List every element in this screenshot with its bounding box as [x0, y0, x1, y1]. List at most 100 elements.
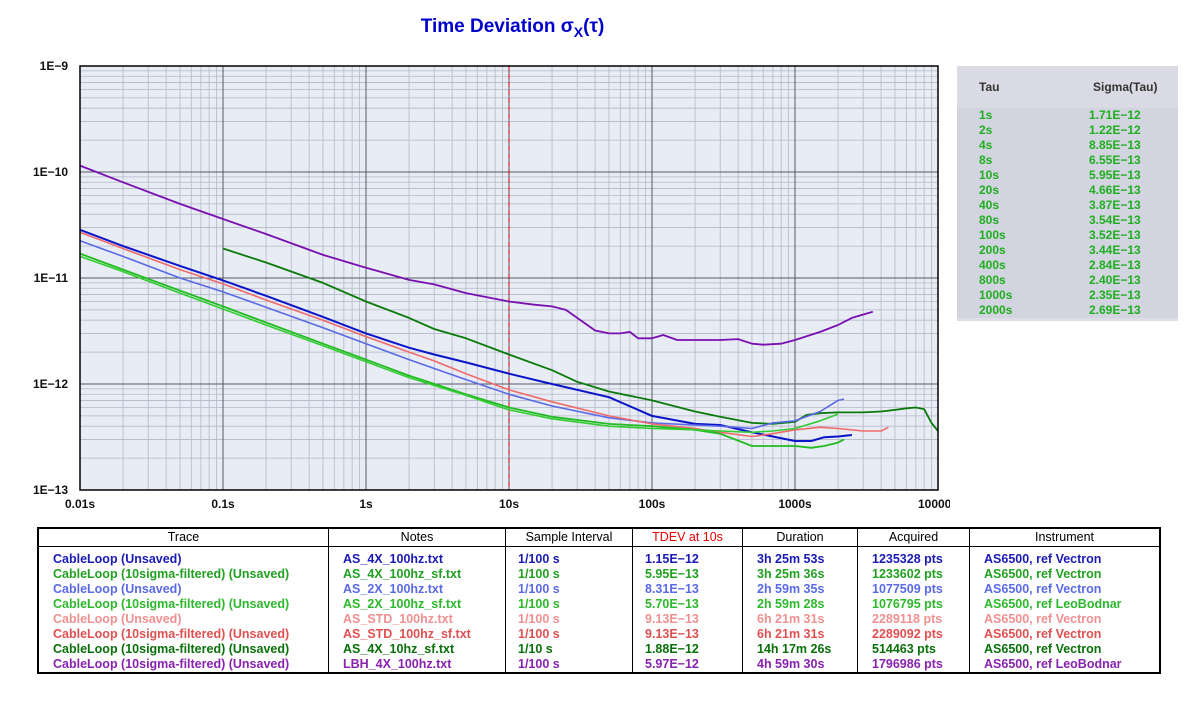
table-cell: 6h 21m 31s [757, 612, 825, 626]
sigma-value: 2.69E−13 [1089, 303, 1141, 317]
column-header[interactable]: Acquired [858, 529, 969, 547]
tau-value: 10s [979, 168, 1000, 182]
table-cell: AS6500, ref Vectron [984, 627, 1102, 641]
series-line-7 [79, 255, 839, 434]
table-column: TDEV at 10s 1.15E−12 5.95E−13 8.31E−13 5.70E… [633, 529, 743, 672]
table-cell: AS_4X_10hz_sf.txt [343, 642, 455, 656]
table-cell: 6h 21m 31s [757, 627, 825, 641]
tau-row: 200s 3.44E−13 [957, 243, 1178, 258]
table-cell: 514463 pts [872, 642, 936, 656]
y-tick-label: 1E−11 [34, 271, 69, 285]
table-cell[interactable]: CableLoop (Unsaved) [53, 552, 182, 566]
table-cell: 5.97E−12 [645, 657, 699, 671]
x-tick-label: 100s [639, 497, 666, 511]
column-header[interactable]: Duration [743, 529, 857, 547]
table-cell: AS_4X_100hz_sf.txt [343, 567, 462, 581]
table-column: Notes AS_4X_100hz.txt AS_4X_100hz_sf.txt AS… [329, 529, 506, 672]
tau-value: 100s [979, 228, 1006, 242]
table-cell: 1.88E−12 [645, 642, 699, 656]
table-cell: 4h 59m 30s [757, 657, 825, 671]
table-cell: 1/10 s [518, 642, 553, 656]
sigma-value: 1.22E−12 [1089, 123, 1141, 137]
table-cell[interactable]: CableLoop (Unsaved) [53, 582, 182, 596]
table-cell: 1/100 s [518, 657, 560, 671]
tau-row: 800s 2.40E−13 [957, 273, 1178, 288]
table-cell: 8.31E−13 [645, 582, 699, 596]
table-column: Sample Interval 1/100 s 1/100 s 1/100 s 1/10… [506, 529, 633, 672]
tau-row: 20s 4.66E−13 [957, 183, 1178, 198]
table-cell[interactable]: CableLoop (10sigma-filtered) (Unsaved) [53, 627, 290, 641]
table-cell: 9.13E−13 [645, 627, 699, 641]
x-tick-label: 1000s [778, 497, 812, 511]
column-header[interactable]: Sample Interval [506, 529, 632, 547]
tau-row: 400s 2.84E−13 [957, 258, 1178, 273]
column-header[interactable]: Notes [329, 529, 505, 547]
x-tick-label: 10000s [918, 497, 950, 511]
tau-panel-header: Tau Sigma(Tau) [957, 66, 1178, 108]
table-cell[interactable]: CableLoop (10sigma-filtered) (Unsaved) [53, 567, 290, 581]
table-column: Duration 3h 25m 53s 3h 25m 36s 2h 59m 35s 2h… [743, 529, 858, 672]
series-line-2 [222, 247, 939, 432]
tau-row: 4s 8.85E−13 [957, 138, 1178, 153]
table-cell[interactable]: CableLoop (10sigma-filtered) (Unsaved) [53, 642, 290, 656]
y-tick-label: 1E−9 [40, 59, 69, 73]
column-header[interactable]: Trace [39, 529, 328, 547]
table-cell: AS6500, ref LeoBodnar [984, 597, 1122, 611]
table-cell[interactable]: CableLoop (Unsaved) [53, 612, 182, 626]
chart-title-tail: (τ) [583, 16, 605, 37]
tau-row: 2000s 2.69E−13 [957, 303, 1178, 318]
chart-title-subscript: X [573, 23, 584, 40]
series-line-5 [79, 231, 889, 438]
table-cell: AS6500, ref LeoBodnar [984, 657, 1122, 671]
x-tick-label: 10s [499, 497, 519, 511]
table-cell: 1235328 pts [872, 552, 943, 566]
tau-value: 8s [979, 153, 993, 167]
x-tick-label: 1s [359, 497, 373, 511]
column-header[interactable]: TDEV at 10s [633, 529, 742, 547]
sigma-value: 2.40E−13 [1089, 273, 1141, 287]
plot-border [79, 65, 939, 491]
table-cell: AS_2X_100hz_sf.txt [343, 597, 462, 611]
sigma-value: 3.54E−13 [1089, 213, 1141, 227]
tau-value: 2000s [979, 303, 1013, 317]
table-cell: 1/100 s [518, 552, 560, 566]
table-cell: AS6500, ref Vectron [984, 567, 1102, 581]
table-cell: AS_STD_100hz_sf.txt [343, 627, 471, 641]
tau-row: 40s 3.87E−13 [957, 198, 1178, 213]
table-cell: 1/100 s [518, 627, 560, 641]
tau-value: 400s [979, 258, 1006, 272]
table-cell[interactable]: CableLoop (10sigma-filtered) (Unsaved) [53, 597, 290, 611]
sigma-value: 3.87E−13 [1089, 198, 1141, 212]
sigma-value: 3.44E−13 [1089, 243, 1141, 257]
tau-value: 1000s [979, 288, 1013, 302]
table-cell: 1.15E−12 [645, 552, 699, 566]
table-cell: 1/100 s [518, 567, 560, 581]
column-header[interactable]: Instrument [970, 529, 1159, 547]
table-cell: 1796986 pts [872, 657, 943, 671]
table-cell: LBH_4X_100hz.txt [343, 657, 452, 671]
tau-row: 80s 3.54E−13 [957, 213, 1178, 228]
table-cell[interactable]: CableLoop (10sigma-filtered) (Unsaved) [53, 657, 290, 671]
table-column: Acquired 1235328 pts 1233602 pts 1077509 pt… [858, 529, 970, 672]
sigma-value: 8.85E−13 [1089, 138, 1141, 152]
tau-row: 8s 6.55E−13 [957, 153, 1178, 168]
table-cell: 1/100 s [518, 612, 560, 626]
chart-title: Time Deviation σX(τ) [0, 16, 1025, 40]
table-cell: 5.95E−13 [645, 567, 699, 581]
tau-row: 1s 1.71E−12 [957, 108, 1178, 123]
table-cell: 3h 25m 53s [757, 552, 825, 566]
series-line-3 [79, 228, 853, 442]
sigma-value: 4.66E−13 [1089, 183, 1141, 197]
table-cell: 9.13E−13 [645, 612, 699, 626]
table-cell: 2289092 pts [872, 627, 943, 641]
trace-table: Trace CableLoop (Unsaved) CableLoop (10sig… [37, 527, 1161, 674]
table-cell: 1077509 pts [872, 582, 943, 596]
tau-value: 1s [979, 108, 993, 122]
table-cell: 1233602 pts [872, 567, 943, 581]
sigma-value: 2.35E−13 [1089, 288, 1141, 302]
sigma-value: 5.95E−13 [1089, 168, 1141, 182]
sigma-header-label: Sigma(Tau) [1093, 80, 1158, 94]
tau-rows: 1s 1.71E−12 2s 1.22E−12 4s 8.85E−13 8s 6.55E−13… [957, 108, 1178, 318]
tau-value: 200s [979, 243, 1006, 257]
table-cell: 2289118 pts [872, 612, 943, 626]
